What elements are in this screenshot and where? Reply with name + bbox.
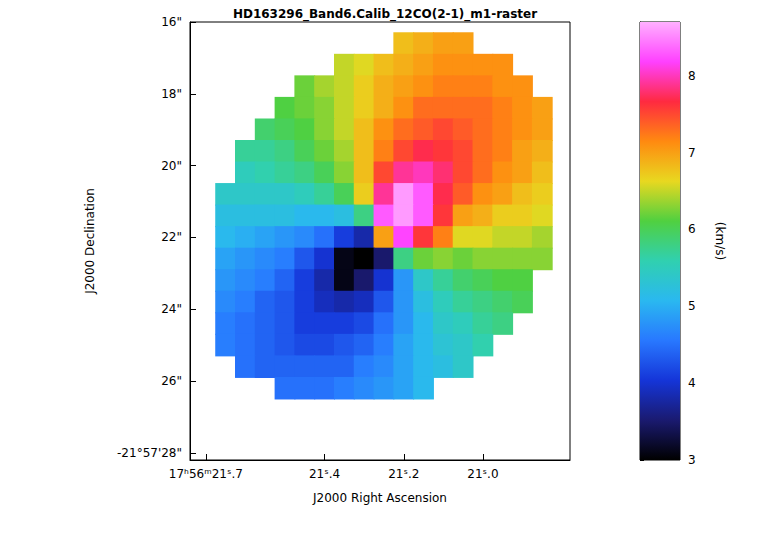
svg-text:6: 6 bbox=[688, 222, 696, 236]
svg-text:(km/s): (km/s) bbox=[713, 222, 727, 260]
svg-text:20": 20" bbox=[161, 159, 182, 173]
svg-text:18": 18" bbox=[161, 87, 182, 101]
svg-text:5: 5 bbox=[688, 299, 696, 313]
svg-text:21ˢ.4: 21ˢ.4 bbox=[309, 467, 340, 481]
svg-text:21ˢ.0: 21ˢ.0 bbox=[467, 467, 498, 481]
svg-text:8: 8 bbox=[688, 69, 696, 83]
svg-text:26": 26" bbox=[161, 374, 182, 388]
svg-text:J2000 Right Ascension: J2000 Right Ascension bbox=[312, 491, 447, 505]
svg-text:-21°57'28": -21°57'28" bbox=[117, 446, 182, 460]
svg-text:21ˢ.2: 21ˢ.2 bbox=[388, 467, 419, 481]
svg-text:24": 24" bbox=[161, 302, 182, 316]
svg-text:3: 3 bbox=[688, 453, 696, 467]
svg-text:7: 7 bbox=[688, 146, 696, 160]
svg-text:17ʰ56ᵐ21ˢ.7: 17ʰ56ᵐ21ˢ.7 bbox=[169, 467, 243, 481]
svg-text:22": 22" bbox=[161, 230, 182, 244]
svg-text:16": 16" bbox=[161, 15, 182, 29]
svg-text:4: 4 bbox=[688, 376, 696, 390]
svg-text:J2000 Declination: J2000 Declination bbox=[83, 188, 97, 295]
svg-text:HD163296_Band6.Calib_12CO(2-1): HD163296_Band6.Calib_12CO(2-1)_m1-raster bbox=[233, 7, 537, 22]
